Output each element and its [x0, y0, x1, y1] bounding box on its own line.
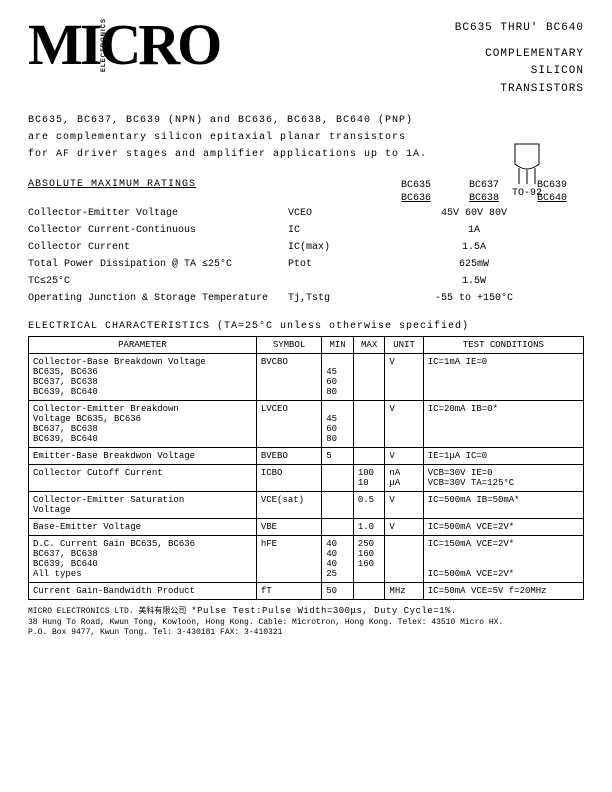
table-cell: 5	[322, 448, 354, 465]
column-header: PARAMETER	[29, 337, 257, 354]
table-row: D.C. Current Gain BC635, BC636 BC637, BC…	[29, 536, 584, 583]
electrical-title: ELECTRICAL CHARACTERISTICS (TA=25°C unle…	[28, 321, 584, 332]
table-cell: VBE	[256, 519, 321, 536]
table-cell: V	[385, 401, 423, 448]
table-cell: IC=20mA IB=0*	[423, 401, 583, 448]
column-header: UNIT	[385, 337, 423, 354]
table-cell: fT	[256, 583, 321, 600]
table-row: Collector Cutoff CurrentICBO 100 10nA μAV…	[29, 465, 584, 492]
table-cell: IE=1μA IC=0	[423, 448, 583, 465]
table-cell: 100 10	[353, 465, 385, 492]
table-cell: Collector-Emitter Saturation Voltage	[29, 492, 257, 519]
table-cell	[322, 519, 354, 536]
table-row: Collector-Emitter Saturation VoltageVCE(…	[29, 492, 584, 519]
table-cell: Base-Emitter Voltage	[29, 519, 257, 536]
header-right: BC635 THRU' BC640 COMPLEMENTARY SILICON …	[455, 20, 584, 98]
table-row: Emitter-Base Breakdwon VoltageBVEBO5 VIE=…	[29, 448, 584, 465]
table-cell: hFE	[256, 536, 321, 583]
desc-line: TRANSISTORS	[455, 81, 584, 99]
table-cell: IC=150mA VCE=2V* IC=500mA VCE=2V*	[423, 536, 583, 583]
table-cell: VCB=30V IE=0 VCB=30V TA=125°C	[423, 465, 583, 492]
table-cell: Current Gain-Bandwidth Product	[29, 583, 257, 600]
table-cell: ICBO	[256, 465, 321, 492]
desc-line: COMPLEMENTARY	[455, 46, 584, 64]
col-bot: BC636	[394, 192, 438, 205]
table-cell: IC=50mA VCE=5V f=20MHz	[423, 583, 583, 600]
brand-logo: MICRO ELECTRONICS	[28, 20, 219, 69]
table-cell: 0.5	[353, 492, 385, 519]
ratings-row: TC≤25°C1.5W	[28, 273, 584, 290]
table-cell: V	[385, 448, 423, 465]
table-cell: V	[385, 492, 423, 519]
table-row: Current Gain-Bandwidth ProductfT50 MHzIC=…	[29, 583, 584, 600]
table-cell: Emitter-Base Breakdwon Voltage	[29, 448, 257, 465]
table-cell	[353, 354, 385, 401]
table-cell: VCE(sat)	[256, 492, 321, 519]
table-cell: V	[385, 354, 423, 401]
table-cell	[353, 583, 385, 600]
part-range: BC635 THRU' BC640	[455, 20, 584, 38]
ratings-row: Operating Junction & Storage Temperature…	[28, 290, 584, 307]
table-cell: D.C. Current Gain BC635, BC636 BC637, BC…	[29, 536, 257, 583]
footer-contact: P.O. Box 9477, Kwun Tong. Tel: 3-430181 …	[28, 628, 282, 637]
table-cell: BVEBO	[256, 448, 321, 465]
table-cell: Collector-Emitter Breakdown Voltage BC63…	[29, 401, 257, 448]
ratings-row: Collector CurrentIC(max)1.5A	[28, 239, 584, 256]
table-cell: Collector Cutoff Current	[29, 465, 257, 492]
column-header: TEST CONDITIONS	[423, 337, 583, 354]
table-cell	[322, 492, 354, 519]
table-cell	[353, 448, 385, 465]
footer-company: MICRO ELECTRONICS LTD. 美科有限公司	[28, 607, 186, 616]
footer: MICRO ELECTRONICS LTD. 美科有限公司 *Pulse Tes…	[28, 606, 584, 638]
table-cell	[322, 465, 354, 492]
table-cell	[353, 401, 385, 448]
table-cell: 45 60 80	[322, 401, 354, 448]
brand-subtext: ELECTRONICS	[102, 18, 107, 72]
pulse-test-note: *Pulse Test:Pulse Width=300μs, Duty Cycl…	[191, 606, 457, 616]
ratings-row: Total Power Dissipation @ TA ≤25°CPtot62…	[28, 256, 584, 273]
intro-line: BC635, BC637, BC639 (NPN) and BC636, BC6…	[28, 112, 584, 129]
col-top: BC635	[394, 179, 438, 192]
table-cell: IC=500mA VCE=2V*	[423, 519, 583, 536]
column-header: SYMBOL	[256, 337, 321, 354]
column-header: MAX	[353, 337, 385, 354]
ratings-rows: Collector-Emitter VoltageVCEO45V 60V 80V…	[28, 205, 584, 307]
table-row: Collector-Emitter Breakdown Voltage BC63…	[29, 401, 584, 448]
ratings-row: Collector-Emitter VoltageVCEO45V 60V 80V	[28, 205, 584, 222]
table-cell: V	[385, 519, 423, 536]
footer-address: 38 Hung To Road, Kwun Tong, Kowloon, Hon…	[28, 618, 503, 627]
table-cell: 50	[322, 583, 354, 600]
table-row: Base-Emitter VoltageVBE 1.0VIC=500mA VCE=…	[29, 519, 584, 536]
table-cell: BVCBO	[256, 354, 321, 401]
header: MICRO ELECTRONICS BC635 THRU' BC640 COMP…	[28, 20, 584, 98]
table-cell: 45 60 80	[322, 354, 354, 401]
table-row: Collector-Base Breakdown Voltage BC635, …	[29, 354, 584, 401]
ratings-title: ABSOLUTE MAXIMUM RATINGS	[28, 179, 196, 205]
table-cell: LVCEO	[256, 401, 321, 448]
table-cell	[385, 536, 423, 583]
table-cell: MHz	[385, 583, 423, 600]
package-label: TO-92	[482, 188, 572, 199]
table-cell: IC=500mA IB=50mA*	[423, 492, 583, 519]
package-outline: TO-92	[482, 140, 572, 199]
ratings-row: Collector Current-ContinuousIC1A	[28, 222, 584, 239]
table-cell: IC=1mA IE=0	[423, 354, 583, 401]
table-cell: 1.0	[353, 519, 385, 536]
desc-line: SILICON	[455, 63, 584, 81]
brand-text: MICRO	[28, 12, 219, 77]
electrical-table: PARAMETERSYMBOLMINMAXUNITTEST CONDITIONS…	[28, 336, 584, 600]
table-cell: Collector-Base Breakdown Voltage BC635, …	[29, 354, 257, 401]
table-cell: 40 40 40 25	[322, 536, 354, 583]
to92-icon	[507, 140, 547, 186]
table-cell: 250 160 160	[353, 536, 385, 583]
table-cell: nA μA	[385, 465, 423, 492]
column-header: MIN	[322, 337, 354, 354]
